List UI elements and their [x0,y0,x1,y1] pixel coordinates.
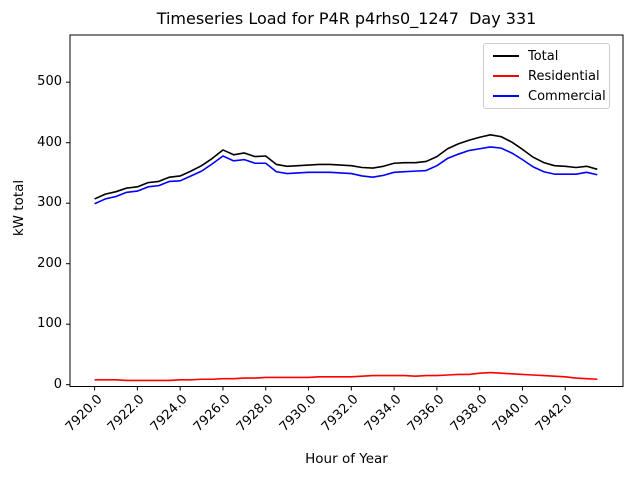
axes-frame [69,34,624,387]
y-tick-label: 100 [37,316,62,332]
commercial-line-sample [493,95,519,97]
legend-item-residential: Residential [484,68,609,85]
legend-label-total: Total [528,48,559,64]
y-tick-label: 0 [53,376,62,392]
residential-line-sample [493,75,519,77]
legend-item-total: Total [484,48,609,65]
chart-title: Timeseries Load for P4R p4rhs0_1247 Day … [156,9,537,28]
y-tick-label: 300 [37,195,62,211]
legend-label-residential: Residential [528,68,600,84]
x-axis-label: Hour of Year [305,451,388,467]
series-line-total [94,134,598,200]
y-tick-label: 400 [37,134,62,150]
y-tick-label: 500 [37,74,62,90]
legend: Total Residential Commercial [483,43,610,109]
legend-item-commercial: Commercial [484,88,609,105]
series-line-commercial [94,146,598,205]
series-line-residential [94,371,598,382]
legend-label-commercial: Commercial [528,88,606,104]
total-line-sample [493,55,519,57]
y-tick-label: 200 [37,255,62,271]
